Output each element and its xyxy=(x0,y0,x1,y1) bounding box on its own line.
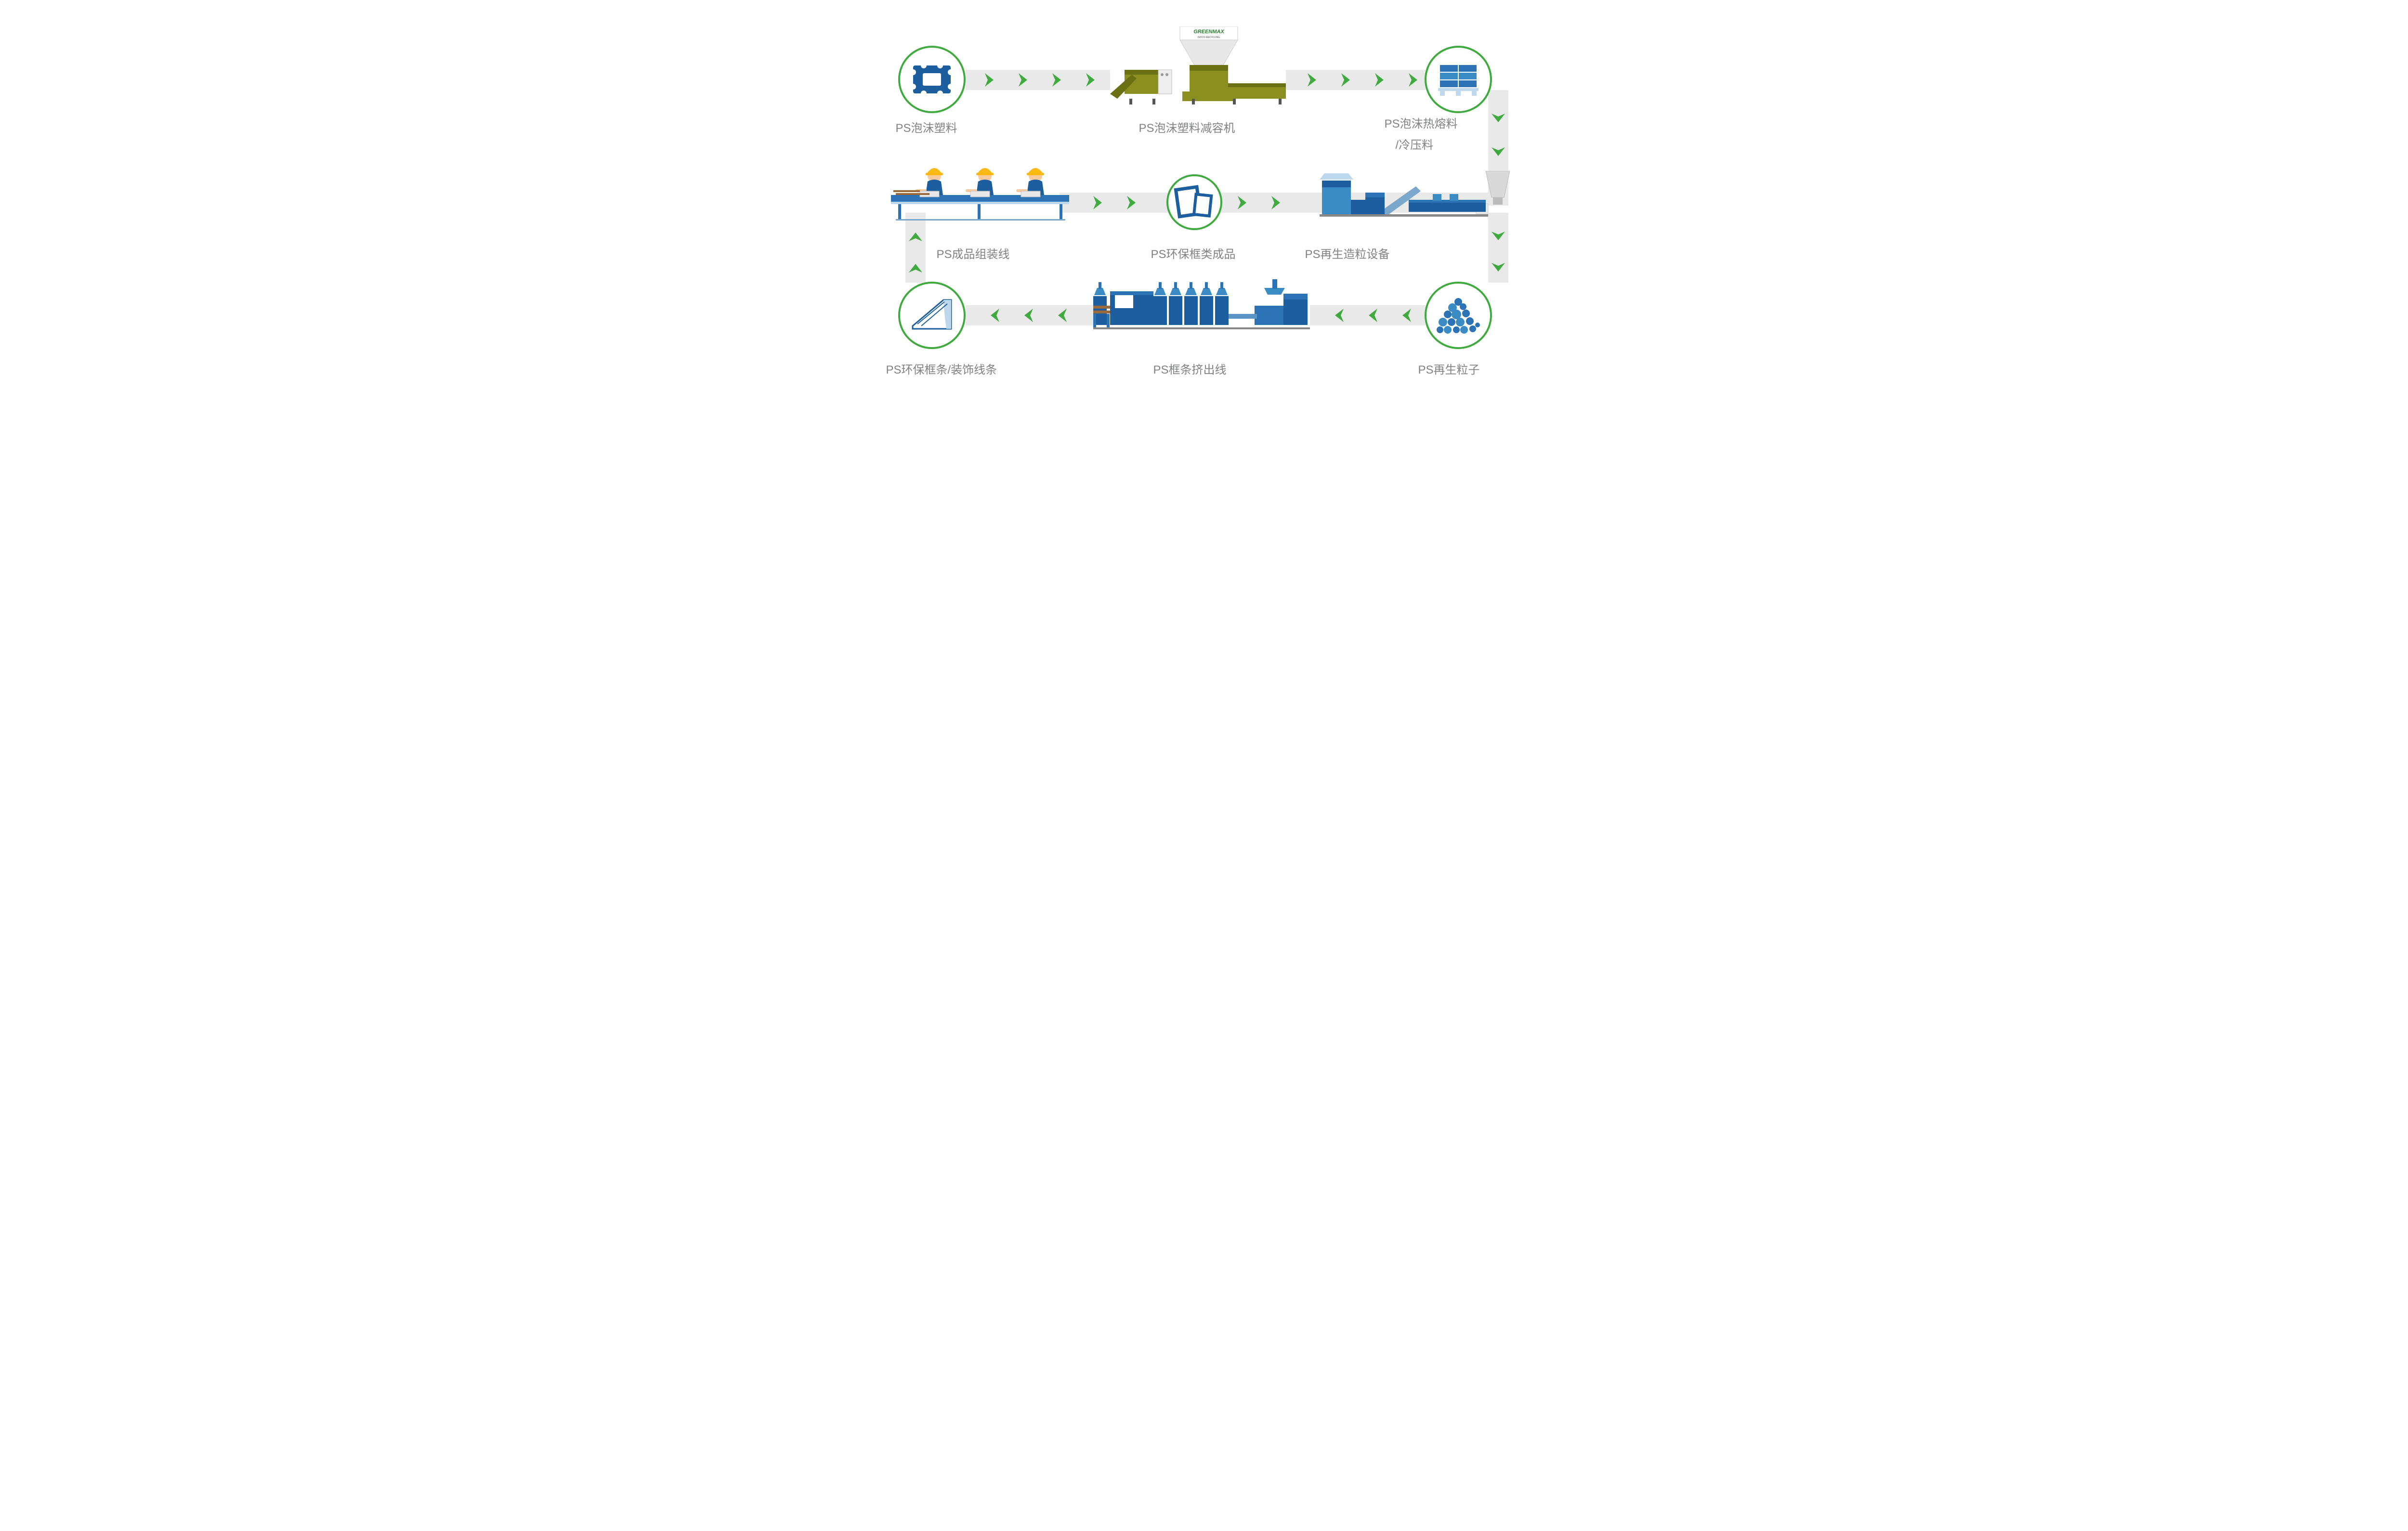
logo-text: GREENMAX xyxy=(1193,29,1224,35)
label-n6: PS成品组装线 xyxy=(937,245,1010,261)
node-frames xyxy=(1166,174,1222,230)
moulding-profile-icon xyxy=(909,296,955,335)
ps-foam-block-icon xyxy=(910,63,954,96)
chevron-icon xyxy=(1492,229,1505,244)
chevron-icon xyxy=(1492,260,1505,275)
chevron-icon xyxy=(1235,196,1250,209)
assembly-line-icon xyxy=(891,161,1069,221)
chevron-icon xyxy=(987,309,1002,322)
chevron-icon xyxy=(1269,196,1283,209)
chevron-icon xyxy=(1084,73,1098,87)
chevron-icon xyxy=(1406,73,1421,87)
chevron-icon xyxy=(909,260,922,275)
node-pellets xyxy=(1425,282,1492,349)
node-moulding xyxy=(898,282,966,349)
chevron-icon xyxy=(1016,73,1031,87)
pelletizing-line-icon xyxy=(1308,171,1510,219)
pallet-blocks-icon xyxy=(1434,60,1482,99)
chevron-icon xyxy=(1339,73,1353,87)
label-n2: PS泡沫塑料减容机 xyxy=(1139,118,1235,135)
label-n1: PS泡沫塑料 xyxy=(896,118,957,135)
chevron-icon xyxy=(1365,309,1380,322)
chevron-icon xyxy=(1091,196,1105,209)
frames-icon xyxy=(1174,184,1215,221)
chevron-icon xyxy=(1055,309,1069,322)
compactor-machine-icon: GREENMAX INTCO RECYCLING xyxy=(1110,26,1288,106)
label-n3: PS泡沫热熔料 xyxy=(1385,114,1458,131)
chevron-icon xyxy=(1332,309,1346,322)
pellets-icon xyxy=(1434,295,1482,336)
chevron-icon xyxy=(1125,196,1139,209)
chevron-icon xyxy=(1399,309,1413,322)
node-pallet xyxy=(1425,46,1492,113)
chevron-icon xyxy=(909,229,922,244)
chevron-icon xyxy=(1021,309,1035,322)
label-n4: PS再生造粒设备 xyxy=(1305,245,1390,261)
node-ps-foam xyxy=(898,46,966,113)
logo-sub: INTCO RECYCLING xyxy=(1197,36,1219,39)
chevron-icon xyxy=(1050,73,1064,87)
chevron-icon xyxy=(1492,145,1505,159)
label-n3-sub: /冷压料 xyxy=(1396,135,1434,152)
label-n8: PS框条挤出线 xyxy=(1153,360,1227,377)
flowchart-canvas: GREENMAX INTCO RECYCLING xyxy=(852,0,1556,388)
chevron-icon xyxy=(1492,111,1505,126)
chevron-icon xyxy=(982,73,997,87)
label-n9: PS再生粒子 xyxy=(1418,360,1480,377)
extrusion-line-icon xyxy=(1093,279,1310,335)
chevron-icon xyxy=(1373,73,1387,87)
label-n5: PS环保框类成品 xyxy=(1151,245,1236,261)
chevron-icon xyxy=(1305,73,1320,87)
label-n7: PS环保框条/装饰线条 xyxy=(886,360,997,377)
